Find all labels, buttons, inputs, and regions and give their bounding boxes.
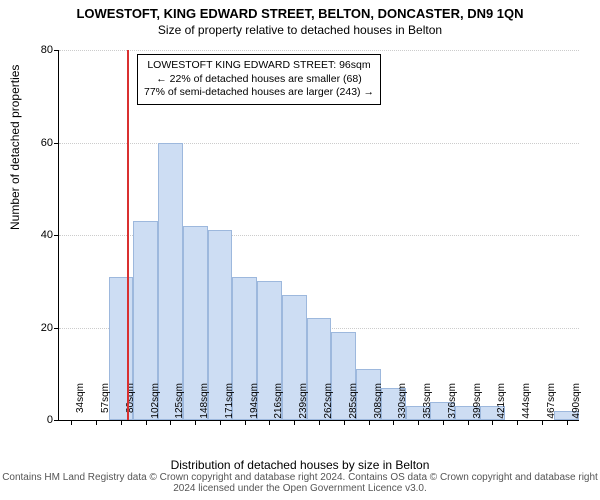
- attribution-text: Contains HM Land Registry data © Crown c…: [0, 472, 600, 494]
- ytick-label: 40: [23, 229, 53, 241]
- chart-subtitle: Size of property relative to detached ho…: [0, 21, 600, 37]
- x-axis-label: Distribution of detached houses by size …: [0, 458, 600, 472]
- xtick-label: 421sqm: [496, 383, 507, 425]
- ytick-mark: [54, 50, 59, 51]
- xtick-mark: [294, 420, 295, 425]
- gridline: [59, 50, 579, 51]
- gridline: [59, 143, 579, 144]
- info-box: LOWESTOFT KING EDWARD STREET: 96sqm← 22%…: [137, 54, 381, 105]
- xtick-mark: [542, 420, 543, 425]
- xtick-mark: [443, 420, 444, 425]
- xtick-label: 467sqm: [546, 383, 557, 425]
- xtick-mark: [121, 420, 122, 425]
- xtick-label: 34sqm: [75, 383, 86, 425]
- xtick-label: 353sqm: [422, 383, 433, 425]
- xtick-mark: [492, 420, 493, 425]
- xtick-mark: [269, 420, 270, 425]
- xtick-label: 216sqm: [273, 383, 284, 425]
- y-axis-label: Number of detached properties: [8, 65, 22, 230]
- xtick-mark: [96, 420, 97, 425]
- info-box-line: LOWESTOFT KING EDWARD STREET: 96sqm: [144, 59, 374, 73]
- chart-title: LOWESTOFT, KING EDWARD STREET, BELTON, D…: [0, 0, 600, 21]
- xtick-mark: [468, 420, 469, 425]
- xtick-label: 376sqm: [447, 383, 458, 425]
- ytick-label: 20: [23, 322, 53, 334]
- ytick-mark: [54, 143, 59, 144]
- xtick-mark: [195, 420, 196, 425]
- marker-line: [127, 50, 129, 420]
- chart-area: 02040608034sqm57sqm80sqm102sqm125sqm148s…: [58, 50, 578, 420]
- xtick-label: 490sqm: [571, 383, 582, 425]
- xtick-mark: [344, 420, 345, 425]
- ytick-mark: [54, 420, 59, 421]
- xtick-label: 102sqm: [150, 383, 161, 425]
- xtick-label: 330sqm: [397, 383, 408, 425]
- xtick-mark: [146, 420, 147, 425]
- xtick-label: 171sqm: [224, 383, 235, 425]
- xtick-label: 125sqm: [174, 383, 185, 425]
- xtick-mark: [393, 420, 394, 425]
- xtick-label: 285sqm: [348, 383, 359, 425]
- xtick-mark: [319, 420, 320, 425]
- xtick-label: 239sqm: [298, 383, 309, 425]
- info-box-line: ← 22% of detached houses are smaller (68…: [144, 73, 374, 87]
- xtick-label: 399sqm: [472, 383, 483, 425]
- info-box-line: 77% of semi-detached houses are larger (…: [144, 86, 374, 100]
- xtick-mark: [245, 420, 246, 425]
- xtick-mark: [170, 420, 171, 425]
- xtick-mark: [220, 420, 221, 425]
- ytick-label: 80: [23, 44, 53, 56]
- xtick-label: 148sqm: [199, 383, 210, 425]
- histogram-bar: [158, 143, 183, 421]
- xtick-label: 444sqm: [521, 383, 532, 425]
- plot-region: 02040608034sqm57sqm80sqm102sqm125sqm148s…: [58, 50, 579, 421]
- ytick-label: 60: [23, 137, 53, 149]
- ytick-mark: [54, 328, 59, 329]
- xtick-label: 57sqm: [100, 383, 111, 425]
- ytick-mark: [54, 235, 59, 236]
- xtick-mark: [71, 420, 72, 425]
- chart-container: LOWESTOFT, KING EDWARD STREET, BELTON, D…: [0, 0, 600, 500]
- xtick-mark: [418, 420, 419, 425]
- xtick-mark: [517, 420, 518, 425]
- xtick-mark: [567, 420, 568, 425]
- ytick-label: 0: [23, 414, 53, 426]
- xtick-label: 194sqm: [249, 383, 260, 425]
- xtick-mark: [369, 420, 370, 425]
- xtick-label: 308sqm: [373, 383, 384, 425]
- xtick-label: 262sqm: [323, 383, 334, 425]
